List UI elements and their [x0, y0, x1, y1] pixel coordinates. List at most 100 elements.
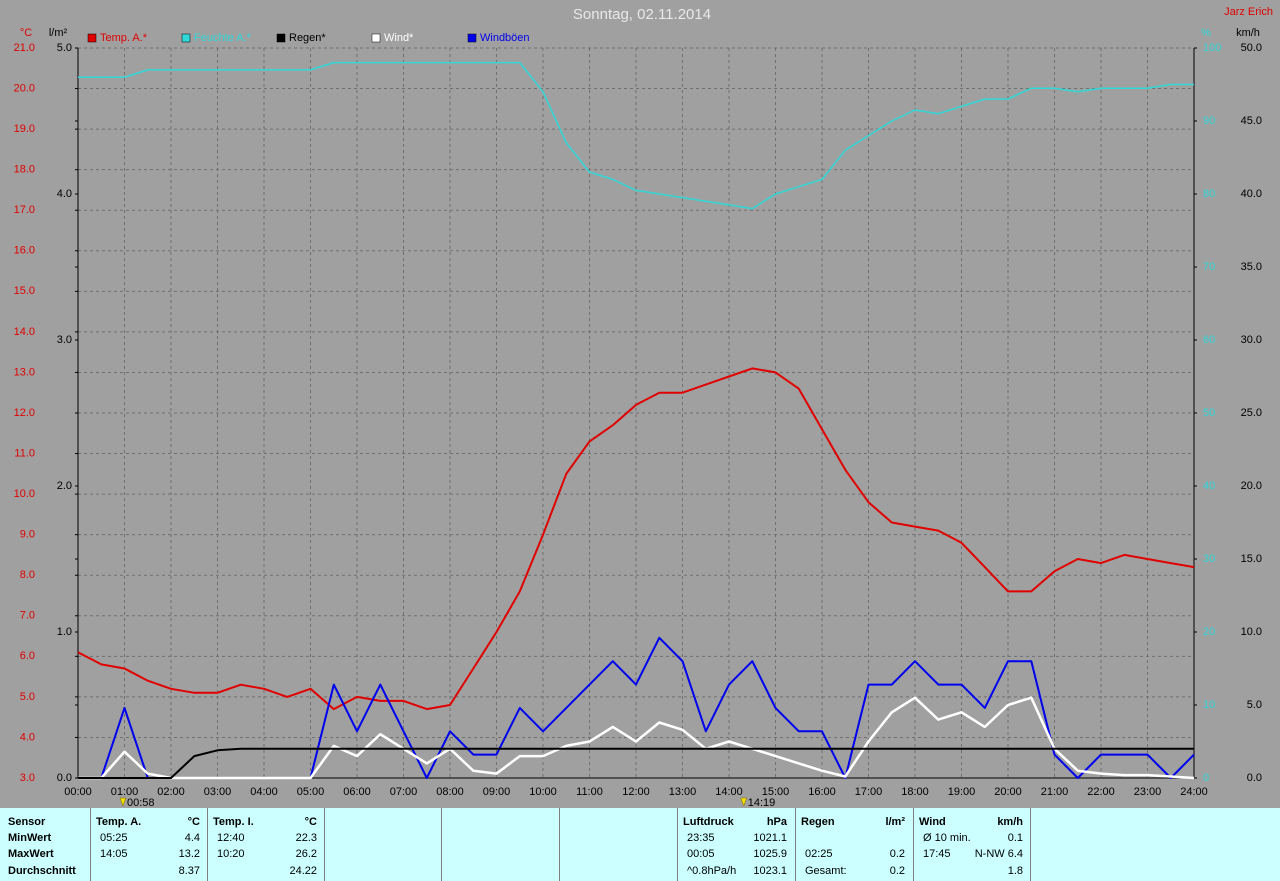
- table-header: Sensor: [8, 816, 46, 828]
- table-cell: 02:25: [805, 848, 833, 860]
- y2-tick-label: 0.0: [57, 772, 72, 784]
- y-tick-label: 11.0: [14, 447, 35, 459]
- table-cell: 1.8: [1007, 865, 1023, 877]
- table-cell: Gesamt:: [805, 865, 847, 877]
- x-tick-label: 07:00: [390, 786, 418, 798]
- chart: Sonntag, 02.11.2014 Jarz Erich °C l/m² %…: [14, 6, 1273, 808]
- x-tick-label: 08:00: [436, 786, 464, 798]
- table-cell: 24.22: [289, 865, 317, 877]
- x-tick-label: 01:00: [111, 786, 139, 798]
- y-tick-label: 3.0: [20, 772, 35, 784]
- y4-tick-label: 35.0: [1241, 261, 1262, 273]
- legend-label: Feuchte A.*: [194, 32, 252, 44]
- table-cell: 26.2: [295, 848, 317, 860]
- y-axis-title: °C: [20, 27, 32, 39]
- column-divider: [1030, 808, 1031, 881]
- stats-table: Sensor MinWert MaxWert Durchschnitt Temp. A.…: [0, 808, 1280, 881]
- y-tick-label: 14.0: [14, 326, 35, 338]
- y3-tick-label: 80: [1203, 188, 1215, 200]
- y2-tick-label: 1.0: [57, 626, 72, 638]
- annotation-label: 00:58: [127, 797, 155, 808]
- y2-tick-label: 3.0: [57, 334, 72, 346]
- legend-swatch: [181, 33, 191, 43]
- y3-tick-label: 90: [1203, 115, 1215, 127]
- x-tick-label: 10:00: [529, 786, 557, 798]
- y-tick-label: 4.0: [20, 731, 35, 743]
- annotation-marker: [119, 797, 127, 807]
- table-cell: 12:40: [217, 832, 245, 844]
- block-unit: °C: [187, 816, 200, 828]
- table-cell: 1025.9: [753, 848, 787, 860]
- block-title: Wind: [919, 816, 946, 828]
- table-cell: ^0.8hPa/h: [687, 865, 737, 877]
- y4-tick-label: 25.0: [1241, 407, 1262, 419]
- y4-tick-label: 5.0: [1247, 699, 1262, 711]
- y4-axis-title: km/h: [1236, 27, 1260, 39]
- y-tick-label: 19.0: [14, 123, 35, 135]
- table-cell: 13.2: [178, 848, 200, 860]
- legend-swatch: [87, 33, 97, 43]
- y-tick-label: 9.0: [20, 529, 35, 541]
- x-tick-label: 11:00: [576, 786, 603, 798]
- y4-tick-label: 40.0: [1241, 188, 1262, 200]
- x-tick-label: 12:00: [622, 786, 650, 798]
- table-cell: 1023.1: [753, 865, 787, 877]
- legend-swatch: [371, 33, 381, 43]
- y2-tick-label: 5.0: [57, 42, 72, 54]
- block-unit: °C: [304, 816, 317, 828]
- series-line: [78, 696, 1195, 780]
- series-line: [78, 61, 1194, 210]
- block-title: Temp. A.: [96, 816, 142, 828]
- x-tick-label: 15:00: [762, 786, 790, 798]
- legend-label: Regen*: [289, 32, 326, 44]
- y3-tick-label: 0: [1203, 772, 1209, 784]
- column-divider: [795, 808, 796, 881]
- x-tick-label: 24:00: [1180, 786, 1208, 798]
- table-cell: 17:45: [923, 848, 951, 860]
- block-title: Temp. I.: [213, 816, 254, 828]
- x-tick-label: 14:00: [715, 786, 743, 798]
- table-cell: 23:35: [687, 832, 715, 844]
- x-tick-label: 05:00: [297, 786, 325, 798]
- y3-tick-label: 70: [1203, 261, 1215, 273]
- y-tick-label: 10.0: [14, 488, 35, 500]
- x-tick-label: 23:00: [1134, 786, 1162, 798]
- series-line: [78, 747, 1194, 779]
- x-tick-label: 13:00: [669, 786, 697, 798]
- x-tick-label: 18:00: [901, 786, 929, 798]
- y4-tick-label: 20.0: [1241, 480, 1262, 492]
- y-tick-label: 12.0: [14, 407, 35, 419]
- legend-swatch: [276, 33, 286, 43]
- y3-tick-label: 100: [1203, 42, 1221, 54]
- table-cell: 14:05: [100, 848, 128, 860]
- block-unit: hPa: [766, 816, 787, 828]
- legend-swatch: [467, 33, 477, 43]
- table-cell: 0.2: [889, 865, 905, 877]
- y3-tick-label: 30: [1203, 553, 1215, 565]
- legend-label: Wind*: [384, 32, 414, 44]
- y3-tick-label: 50: [1203, 407, 1215, 419]
- x-tick-label: 21:00: [1041, 786, 1069, 798]
- y-tick-label: 5.0: [20, 691, 35, 703]
- y-tick-label: 15.0: [14, 285, 35, 297]
- table-cell: N-NW 6.4: [974, 848, 1023, 860]
- y3-tick-label: 10: [1203, 699, 1215, 711]
- table-cell: Ø 10 min.: [923, 832, 971, 844]
- row-label: MaxWert: [8, 848, 54, 860]
- column-divider: [913, 808, 914, 881]
- row-label: MinWert: [8, 832, 52, 844]
- column-divider: [559, 808, 560, 881]
- y-tick-label: 20.0: [14, 82, 35, 94]
- table-cell: 00:05: [687, 848, 715, 860]
- row-label: Durchschnitt: [8, 865, 76, 877]
- chart-title: Sonntag, 02.11.2014: [573, 6, 711, 23]
- y2-tick-label: 4.0: [57, 188, 72, 200]
- x-tick-label: 02:00: [157, 786, 185, 798]
- y4-tick-label: 30.0: [1241, 334, 1262, 346]
- y-tick-label: 16.0: [14, 245, 35, 257]
- y-tick-label: 13.0: [14, 366, 35, 378]
- block-unit: l/m²: [885, 816, 905, 828]
- table-cell: 22.3: [295, 832, 317, 844]
- table-cell: 0.1: [1007, 832, 1023, 844]
